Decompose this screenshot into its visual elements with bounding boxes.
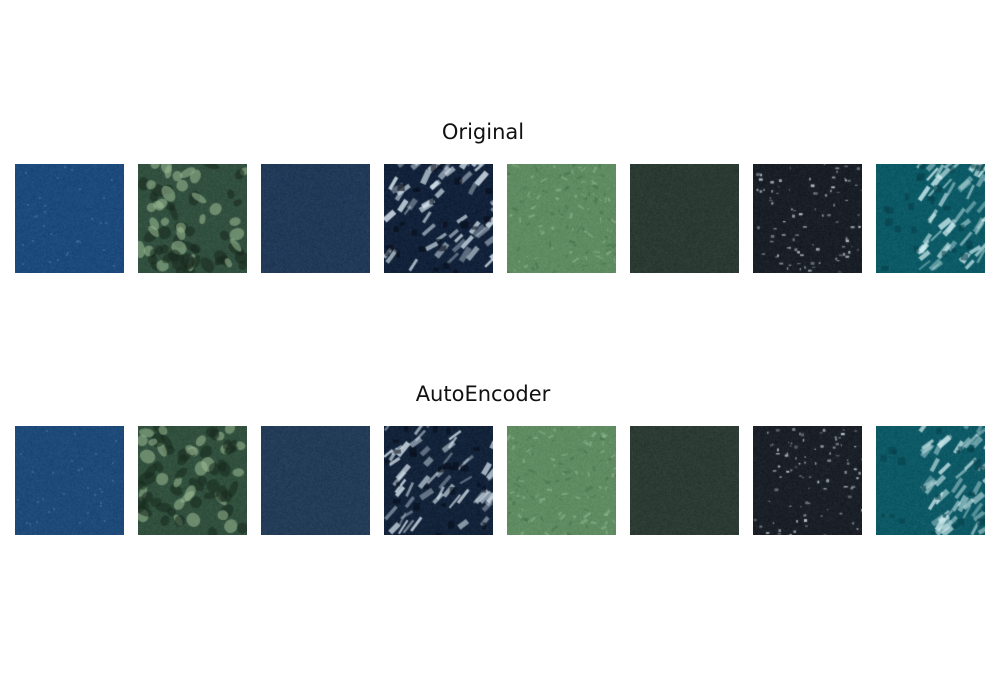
- satellite-image: [753, 426, 862, 535]
- autoencoder-image-tile-4: [384, 426, 493, 535]
- row-title-original: Original: [441, 120, 525, 144]
- original-image-tile-5: [507, 164, 616, 273]
- original-image-tile-7: [753, 164, 862, 273]
- original-image-tile-1: [15, 164, 124, 273]
- satellite-image: [507, 164, 616, 273]
- satellite-image: [630, 426, 739, 535]
- autoencoder-image-tile-8: [876, 426, 985, 535]
- original-image-tile-6: [630, 164, 739, 273]
- autoencoder-image-tile-7: [753, 426, 862, 535]
- satellite-image: [876, 164, 985, 273]
- satellite-image: [384, 164, 493, 273]
- original-image-tile-3: [261, 164, 370, 273]
- original-image-tile-4: [384, 164, 493, 273]
- satellite-image: [630, 164, 739, 273]
- row-title-autoencoder: AutoEncoder: [415, 382, 551, 406]
- original-image-tile-2: [138, 164, 247, 273]
- image-row-autoencoder: [15, 426, 987, 535]
- satellite-image: [753, 164, 862, 273]
- satellite-image: [507, 426, 616, 535]
- autoencoder-image-tile-3: [261, 426, 370, 535]
- satellite-image: [15, 426, 124, 535]
- original-image-tile-8: [876, 164, 985, 273]
- satellite-image: [876, 426, 985, 535]
- autoencoder-image-tile-5: [507, 426, 616, 535]
- image-row-original: [15, 164, 987, 273]
- autoencoder-image-tile-1: [15, 426, 124, 535]
- satellite-image: [15, 164, 124, 273]
- satellite-image: [261, 164, 370, 273]
- satellite-image: [261, 426, 370, 535]
- satellite-image: [138, 426, 247, 535]
- autoencoder-image-tile-6: [630, 426, 739, 535]
- autoencoder-image-tile-2: [138, 426, 247, 535]
- satellite-image: [138, 164, 247, 273]
- satellite-image: [384, 426, 493, 535]
